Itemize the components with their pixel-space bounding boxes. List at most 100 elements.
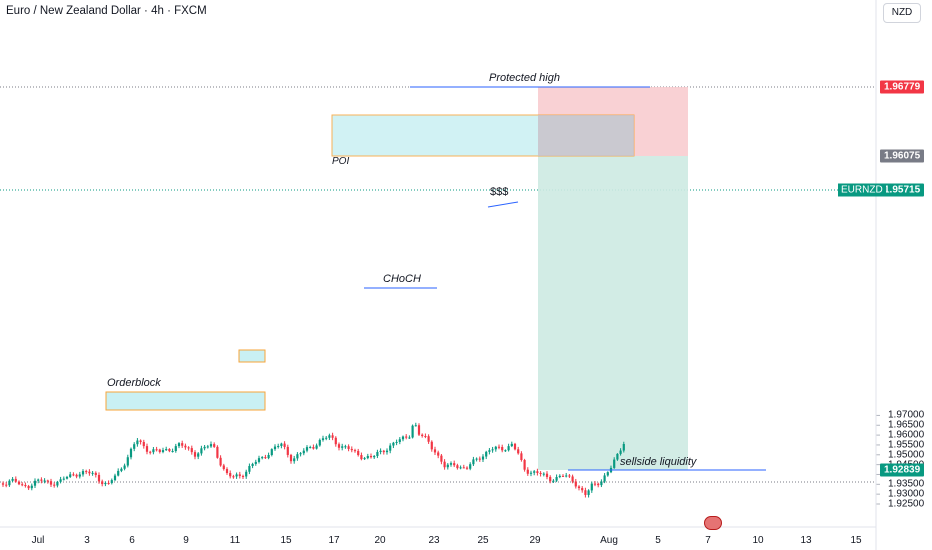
candle-body: [75, 474, 78, 477]
candle-body: [533, 471, 536, 473]
candle-body: [453, 463, 456, 466]
candle-body: [72, 474, 75, 476]
candle-body: [443, 461, 446, 468]
price-tick: 1.93500: [888, 478, 925, 490]
candle-body: [238, 474, 241, 476]
candle-body: [200, 448, 203, 454]
candle-body: [139, 440, 142, 442]
candle-body: [251, 463, 254, 467]
tradingview-logo-icon[interactable]: [704, 516, 722, 530]
price-tick: 1.95000: [888, 449, 925, 461]
time-tick: 15: [850, 535, 862, 546]
candle-body: [78, 474, 81, 477]
candle-body: [344, 446, 347, 448]
candle-body: [209, 444, 213, 447]
candle-body: [315, 445, 318, 449]
candle-body: [123, 465, 126, 469]
candle-body: [277, 446, 280, 448]
orderblock-label: Orderblock: [107, 377, 161, 389]
candle-body: [245, 471, 248, 477]
candle-body: [485, 451, 488, 457]
candle-body: [357, 450, 360, 456]
candle-body: [40, 479, 43, 481]
candle-body: [552, 480, 555, 482]
currency-button[interactable]: NZD: [883, 3, 921, 23]
candle-body: [472, 459, 475, 465]
candle-body: [408, 437, 411, 439]
orderblock-zone: [105, 391, 266, 411]
price-badge: 1.95715: [880, 183, 925, 197]
candle-body: [437, 452, 440, 456]
candle-body: [478, 458, 481, 460]
candle-body: [184, 445, 187, 448]
time-tick: 7: [705, 535, 711, 546]
candle-body: [376, 451, 379, 457]
candle-body: [328, 435, 331, 438]
candle-body: [117, 470, 120, 476]
candle-body: [248, 466, 251, 472]
candle-body: [161, 450, 165, 452]
candle-body: [446, 464, 449, 468]
candle-body: [283, 443, 286, 447]
candle-body: [318, 439, 321, 446]
candle-body: [309, 447, 312, 449]
candle-body: [545, 473, 549, 477]
candle-body: [197, 453, 200, 457]
candle-body: [225, 469, 229, 474]
candle-body: [513, 443, 517, 450]
candle-body: [97, 474, 101, 482]
candle-body: [587, 490, 590, 495]
candle-body: [395, 441, 398, 443]
candle-body: [203, 446, 206, 449]
candle-body: [593, 483, 597, 485]
candle-body: [440, 455, 443, 462]
candle-body: [17, 481, 21, 485]
candle-body: [53, 484, 56, 486]
candle-body: [549, 476, 552, 482]
candle-body: [613, 459, 616, 468]
candle-body: [37, 479, 40, 481]
candle-body: [577, 486, 581, 489]
candle-body: [181, 443, 184, 446]
candle-body: [347, 446, 350, 449]
candle-body: [113, 475, 117, 481]
candle-body: [469, 464, 472, 469]
sss-label: $$$: [490, 186, 509, 198]
candle-body: [65, 476, 69, 479]
time-tick: 6: [129, 535, 135, 546]
poi-label: POI: [332, 156, 350, 167]
candle-body: [571, 476, 574, 482]
candle-body: [379, 450, 382, 452]
candle-body: [85, 471, 88, 473]
candle-body: [101, 481, 104, 485]
candle-body: [5, 484, 8, 486]
candle-body: [270, 449, 273, 455]
candle-body: [193, 452, 197, 457]
candle-body: [373, 456, 376, 458]
candle-body: [411, 425, 414, 438]
candle-body: [289, 454, 293, 462]
candle-body: [558, 475, 561, 478]
candle-body: [539, 472, 542, 474]
candle-body: [14, 478, 17, 482]
candle-body: [363, 458, 366, 460]
grid: [0, 0, 880, 550]
candle-body: [366, 455, 369, 459]
candle-body: [334, 437, 337, 445]
candle-body: [325, 437, 328, 439]
price-tick: 1.96500: [888, 419, 925, 431]
candle-body: [24, 485, 27, 487]
take-profit-zone: [538, 156, 688, 470]
candle-body: [235, 474, 238, 477]
candle-body: [449, 463, 453, 465]
candle-body: [462, 467, 465, 469]
candle-body: [337, 444, 341, 448]
candle-body: [417, 425, 421, 435]
candle-body: [619, 450, 622, 454]
candle-body: [305, 447, 309, 451]
candle-body: [219, 457, 222, 466]
candles: [1, 422, 625, 498]
price-badge: 1.92839: [880, 463, 925, 477]
candle-body: [350, 448, 353, 451]
